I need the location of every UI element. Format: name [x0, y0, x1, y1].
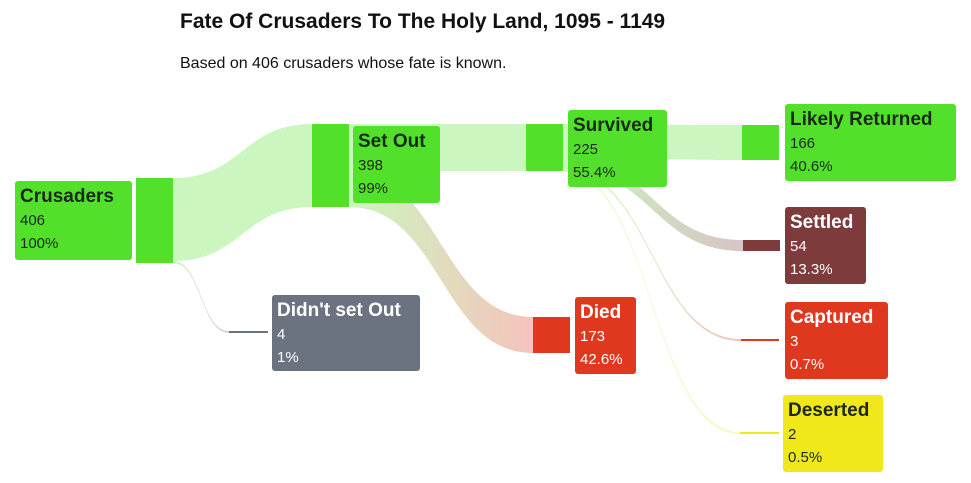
- node-label-likely_returned[interactable]: Likely Returned 166 40.6%: [785, 104, 956, 181]
- node-bar-crusaders[interactable]: [136, 178, 173, 263]
- node-label-died[interactable]: Died 173 42.6%: [575, 297, 636, 374]
- node-name: Settled: [790, 212, 854, 233]
- node-name: Deserted: [788, 400, 870, 421]
- chart-subtitle: Based on 406 crusaders whose fate is kno…: [180, 55, 507, 72]
- node-name: Didn't set Out: [277, 300, 401, 321]
- node-value: 398: [358, 157, 384, 174]
- link-set_out-to-died[interactable]: [349, 171, 533, 353]
- node-value: 225: [573, 141, 599, 158]
- node-name: Set Out: [358, 131, 426, 152]
- link-survived-to-deserted[interactable]: [563, 170, 740, 435]
- node-bar-likely_returned[interactable]: [742, 125, 779, 160]
- node-name: Likely Returned: [790, 109, 933, 130]
- node-percent: 42.6%: [580, 351, 623, 368]
- link-survived-to-captured[interactable]: [563, 169, 741, 341]
- node-name: Died: [580, 302, 622, 323]
- node-label-deserted[interactable]: Deserted 2 0.5%: [783, 395, 883, 472]
- chart-title: Fate Of Crusaders To The Holy Land, 1095…: [180, 10, 666, 33]
- node-percent: 0.7%: [790, 356, 825, 373]
- node-percent: 13.3%: [790, 261, 833, 278]
- link-survived-to-settled[interactable]: [563, 158, 743, 251]
- node-label-set_out[interactable]: Set Out 398 99%: [353, 126, 440, 203]
- node-percent: 100%: [20, 235, 59, 252]
- node-value: 173: [580, 328, 606, 345]
- node-percent: 99%: [358, 180, 389, 197]
- node-value: 406: [20, 212, 46, 229]
- node-name: Captured: [790, 307, 874, 328]
- node-percent: 55.4%: [573, 164, 616, 181]
- node-bar-captured[interactable]: [741, 339, 779, 341]
- link-crusaders-to-didnt_set_out[interactable]: [173, 261, 229, 333]
- node-percent: 40.6%: [790, 158, 833, 175]
- node-label-survived[interactable]: Survived 225 55.4%: [568, 110, 667, 187]
- node-percent: 0.5%: [788, 449, 823, 466]
- node-value: 3: [790, 333, 799, 350]
- node-bar-settled[interactable]: [743, 240, 780, 251]
- node-value: 2: [788, 426, 797, 443]
- node-value: 54: [790, 238, 807, 255]
- node-bar-didnt_set_out[interactable]: [229, 331, 268, 333]
- node-percent: 1%: [277, 349, 299, 366]
- node-bar-deserted[interactable]: [740, 432, 779, 434]
- node-name: Survived: [573, 115, 654, 136]
- node-value: 166: [790, 135, 816, 152]
- node-label-crusaders[interactable]: Crusaders 406 100%: [15, 181, 132, 260]
- node-value: 4: [277, 326, 286, 343]
- node-bar-died[interactable]: [533, 317, 570, 353]
- node-bar-set_out[interactable]: [312, 124, 349, 207]
- node-label-captured[interactable]: Captured 3 0.7%: [785, 302, 888, 379]
- node-label-settled[interactable]: Settled 54 13.3%: [785, 207, 866, 284]
- link-crusaders-to-set_out[interactable]: [173, 124, 312, 261]
- node-name: Crusaders: [20, 186, 114, 207]
- node-label-didnt_set_out[interactable]: Didn't set Out 4 1%: [272, 295, 420, 371]
- node-bar-survived[interactable]: [526, 124, 563, 171]
